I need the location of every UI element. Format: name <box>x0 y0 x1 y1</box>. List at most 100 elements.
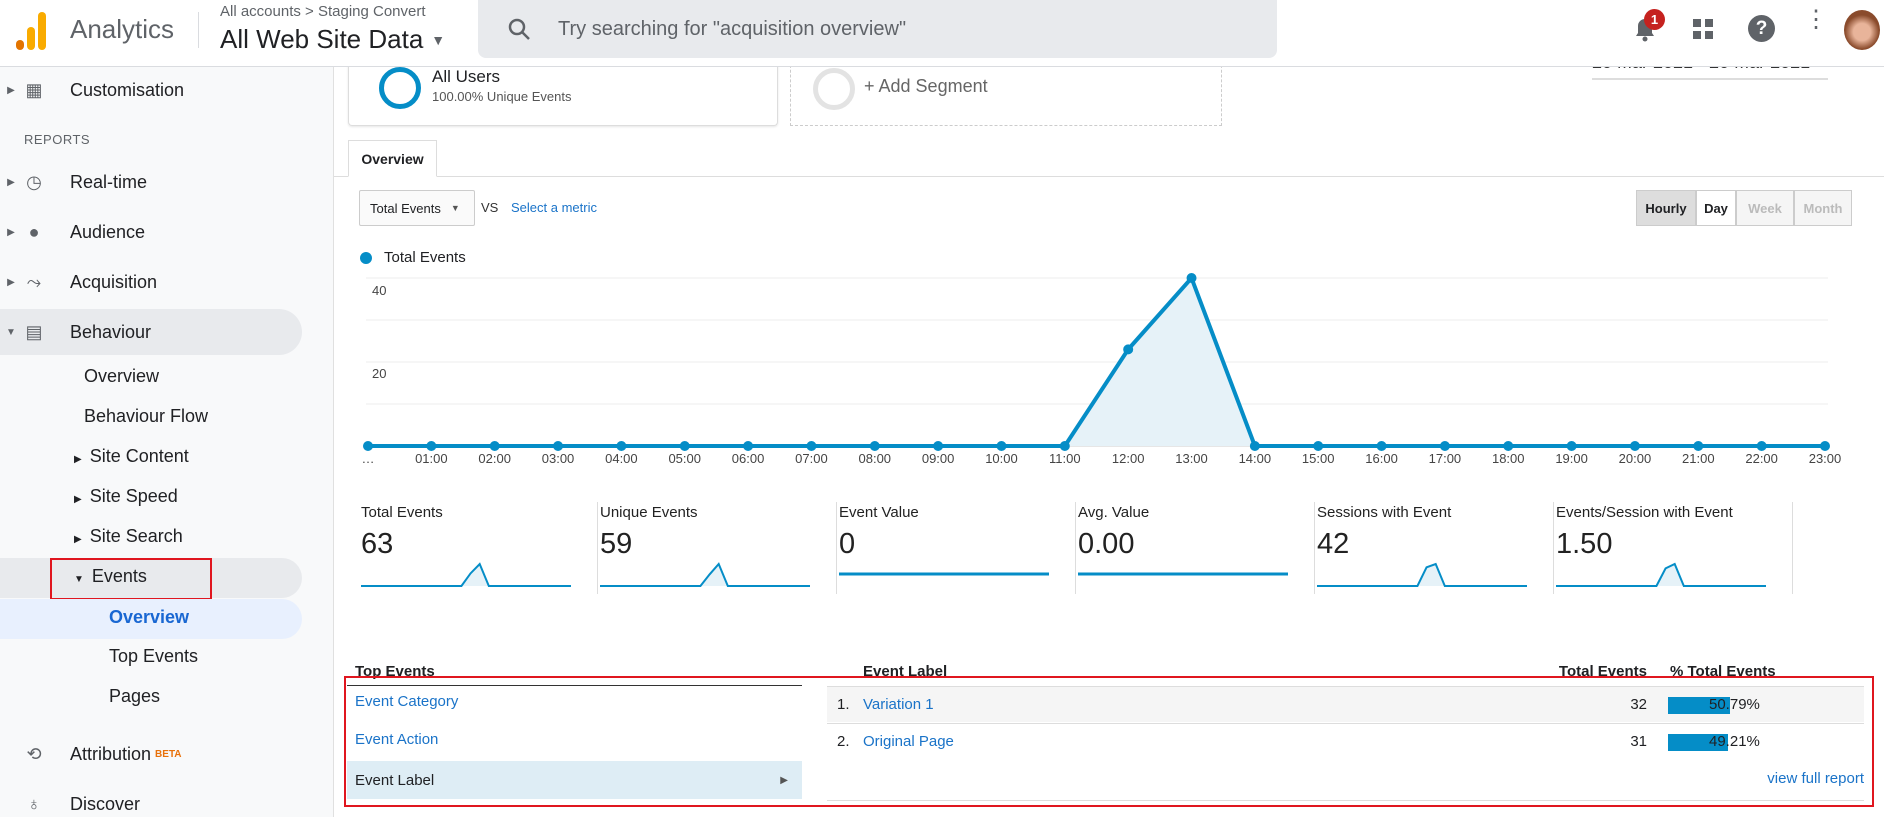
sidebar-events[interactable]: ▼ Events <box>74 566 147 587</box>
dimension-event-action[interactable]: Event Action <box>355 731 438 748</box>
data-point[interactable] <box>616 441 627 451</box>
x-tick-label: 23:00 <box>1808 451 1842 466</box>
data-point[interactable] <box>1693 441 1704 451</box>
x-tick-label: 07:00 <box>795 451 828 466</box>
dimension-label: Event Category <box>355 693 459 710</box>
more-vert-icon[interactable]: ⋮ <box>1804 6 1828 33</box>
hourly-button[interactable]: Hourly <box>1636 190 1696 226</box>
lightbulb-icon: ♁ <box>27 793 41 814</box>
sidebar-item-discover[interactable]: ♁ Discover <box>0 781 302 817</box>
sidebar-top-events[interactable]: Top Events <box>109 646 199 666</box>
expand-arrow-icon: ▶ <box>7 226 15 238</box>
clock-icon: ◷ <box>26 171 42 192</box>
sidebar-item-attribution[interactable]: ⟲ Attribution BETA <box>0 731 302 777</box>
data-point[interactable] <box>806 441 817 451</box>
avatar[interactable] <box>1844 10 1880 50</box>
event-label-link[interactable]: Original Page <box>863 733 954 750</box>
add-segment-button[interactable]: + Add Segment <box>790 60 1222 126</box>
sidebar-label: Discover <box>70 793 141 814</box>
sidebar: ▶ ▦ Customisation REPORTS ▶ ◷ Real-time ▶ ● Au… <box>0 67 334 817</box>
data-point[interactable] <box>1186 273 1197 283</box>
sidebar-pages[interactable]: Pages <box>109 686 161 706</box>
sidebar-behaviour-overview[interactable]: Overview <box>84 366 160 386</box>
data-point[interactable] <box>1566 441 1577 451</box>
tab-overview[interactable]: Overview <box>348 140 437 177</box>
x-tick-label: 09:00 <box>921 451 955 466</box>
data-point[interactable] <box>1249 441 1260 451</box>
search-icon <box>508 18 530 40</box>
view-selector[interactable]: All Web Site Data ▼ <box>220 24 445 55</box>
sidebar-item-realtime[interactable]: ▶ ◷ Real-time <box>0 159 302 205</box>
scorecard-label: Events/Session with Event <box>1556 504 1733 521</box>
scorecard[interactable]: Total Events 63 <box>359 502 598 594</box>
data-point[interactable] <box>1313 441 1324 451</box>
x-tick-label: 18:00 <box>1491 451 1525 466</box>
scorecard[interactable]: Events/Session with Event 1.50 <box>1554 502 1793 594</box>
sidebar-item-customisation[interactable]: ▶ ▦ Customisation <box>0 67 302 113</box>
dashboard-add-icon: ▦ <box>25 79 43 100</box>
data-point[interactable] <box>1503 441 1514 451</box>
row-rank: 1. <box>837 696 850 713</box>
month-button[interactable]: Month <box>1794 190 1852 226</box>
apps-grid-icon[interactable] <box>1692 18 1714 40</box>
data-point[interactable] <box>1059 441 1070 451</box>
day-button[interactable]: Day <box>1696 190 1736 226</box>
breadcrumb[interactable]: All accounts > Staging Convert <box>220 3 426 20</box>
data-point[interactable] <box>1629 441 1640 451</box>
view-full-report-link[interactable]: view full report <box>1767 770 1864 787</box>
sidebar-site-content[interactable]: ▶ Site Content <box>74 446 189 467</box>
data-point[interactable] <box>679 441 690 451</box>
segment-all-users[interactable]: All Users 100.00% Unique Events <box>348 60 778 126</box>
metric-dropdown[interactable]: Total Events ▼ <box>359 190 475 226</box>
data-point[interactable] <box>996 441 1007 451</box>
x-tick-label: 21:00 <box>1682 451 1715 466</box>
data-point[interactable] <box>363 441 373 451</box>
data-point[interactable] <box>1756 441 1767 451</box>
scorecard[interactable]: Sessions with Event 42 <box>1315 502 1554 594</box>
sidebar-events-overview[interactable]: Overview <box>109 607 190 627</box>
sidebar-item-acquisition[interactable]: ▶ ⤳ Acquisition <box>0 259 302 305</box>
beta-badge: BETA <box>155 748 182 760</box>
sidebar-item-behaviour[interactable]: ▼ ▤ Behaviour <box>0 309 302 355</box>
data-point[interactable] <box>489 441 500 451</box>
data-point[interactable] <box>1376 441 1387 451</box>
week-button[interactable]: Week <box>1736 190 1794 226</box>
collapse-arrow-icon: ▼ <box>6 326 16 338</box>
data-point[interactable] <box>1439 441 1450 451</box>
analytics-logo[interactable] <box>16 12 46 50</box>
data-point[interactable] <box>426 441 437 451</box>
x-tick-label: 02:00 <box>478 451 511 466</box>
data-point[interactable] <box>933 441 944 451</box>
scorecard[interactable]: Unique Events 59 <box>598 502 837 594</box>
data-point[interactable] <box>1820 441 1830 451</box>
sidebar-item-audience[interactable]: ▶ ● Audience <box>0 209 302 255</box>
dimension-event-label[interactable]: Event Label ▶ <box>347 761 802 799</box>
search-bar[interactable]: Try searching for "acquisition overview" <box>478 0 1277 58</box>
notifications-button[interactable]: 1 <box>1630 9 1665 44</box>
data-point[interactable] <box>743 441 754 451</box>
view-name: All Web Site Data <box>220 24 424 54</box>
event-label-link[interactable]: Variation 1 <box>863 696 934 713</box>
search-input[interactable]: Try searching for "acquisition overview" <box>558 17 907 40</box>
data-point[interactable] <box>553 441 564 451</box>
data-point[interactable] <box>869 441 880 451</box>
tab-divider <box>334 176 1884 177</box>
sidebar-site-search[interactable]: ▶ Site Search <box>74 526 183 547</box>
sparkline <box>1078 572 1288 576</box>
sidebar-site-speed[interactable]: ▶ Site Speed <box>74 486 178 507</box>
dimension-event-category[interactable]: Event Category <box>355 693 458 710</box>
sidebar-label: Site Search <box>89 526 183 546</box>
sidebar-behaviour-flow[interactable]: Behaviour Flow <box>84 406 209 426</box>
sidebar-label: Events <box>91 566 147 586</box>
x-tick-label: 04:00 <box>605 451 638 466</box>
data-point[interactable] <box>1123 344 1134 355</box>
caret-down-icon: ▼ <box>431 31 446 48</box>
scorecard[interactable]: Event Value 0 <box>837 502 1076 594</box>
scorecard[interactable]: Avg. Value 0.00 <box>1076 502 1315 594</box>
expand-arrow-icon: ▶ <box>74 494 82 505</box>
segment-circle-icon <box>379 67 421 109</box>
help-icon[interactable]: ? <box>1748 15 1775 42</box>
x-tick-label: 11:00 <box>1049 451 1081 466</box>
select-metric-link[interactable]: Select a metric <box>511 200 597 215</box>
top-events-heading: Top Events <box>355 663 435 680</box>
